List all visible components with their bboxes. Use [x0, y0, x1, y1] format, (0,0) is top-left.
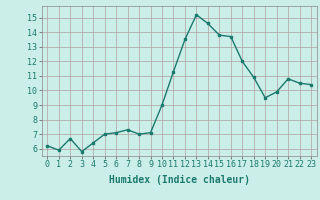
X-axis label: Humidex (Indice chaleur): Humidex (Indice chaleur)	[109, 175, 250, 185]
